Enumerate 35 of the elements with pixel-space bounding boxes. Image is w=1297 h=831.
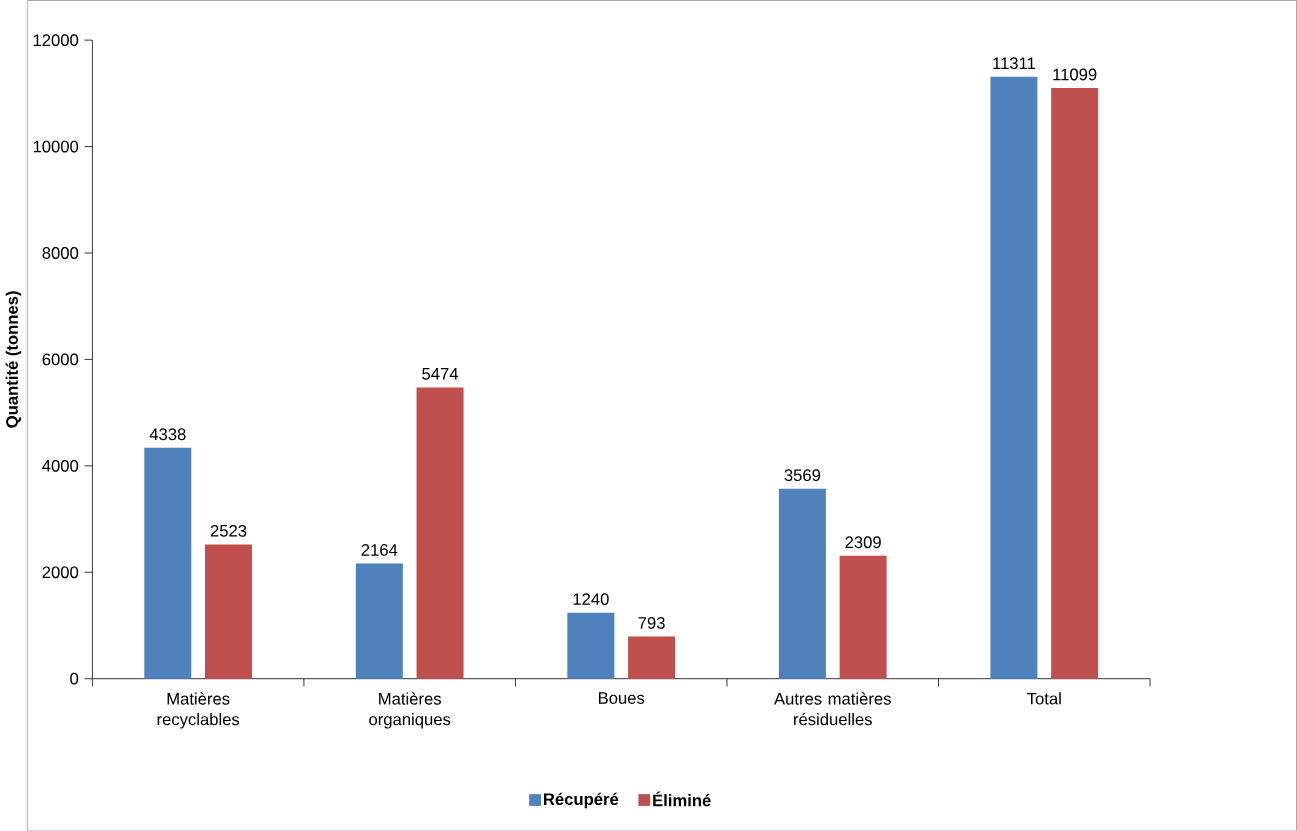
y-tick-label: 0 [70,672,79,685]
legend-label: Récupéré [544,792,619,809]
y-tick-label: 2000 [42,566,79,578]
y-tick-label: 4000 [42,459,79,472]
x-tick-label: Matières recyclables [157,692,240,729]
data-label: 4338 [149,428,186,440]
x-tick-label: Boues [598,692,645,704]
data-label: 2309 [845,536,881,548]
bar [416,387,464,679]
y-tick-label: 8000 [42,246,79,259]
data-label: 11099 [1053,68,1097,81]
x-tick-label: Total [1027,692,1061,705]
data-label: 5474 [422,367,459,380]
bar [990,76,1038,679]
bar [628,636,676,679]
bar [205,544,253,679]
y-axis-title: Quantité (tonnes) [5,291,22,428]
x-tick-label: Autres matières résiduelles [774,692,891,726]
y-tick-label: 6000 [42,353,79,366]
data-label: 2164 [361,543,398,556]
bar [839,555,887,679]
data-label: 3569 [784,469,821,481]
bar [1051,87,1099,679]
data-label: 11311 [993,57,1036,69]
data-label: 793 [638,616,665,629]
data-label: 2523 [210,524,247,537]
bar [144,447,192,679]
bar [355,563,403,679]
y-tick-label: 10000 [33,140,79,153]
y-tick-label: 12000 [33,34,79,46]
bar [567,612,615,679]
bar [778,488,826,679]
data-label: 1240 [573,592,609,605]
legend-label: Éliminé [653,791,711,807]
x-tick-label: Matières organiques [369,692,451,729]
